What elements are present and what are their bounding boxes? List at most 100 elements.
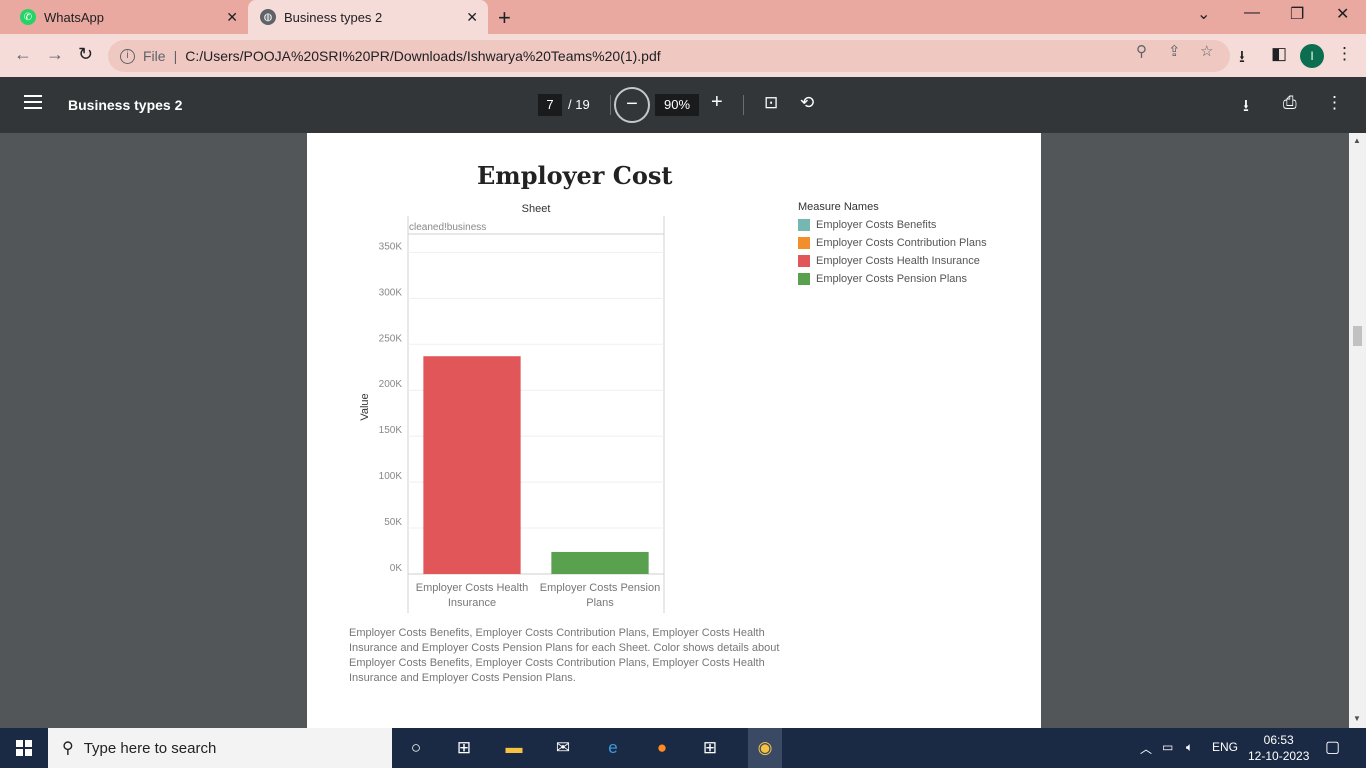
menu-icon[interactable] [24, 95, 42, 113]
search-placeholder: Type here to search [83, 739, 217, 757]
zoom-out-button[interactable]: − [614, 87, 650, 123]
x-tick-label: Plans [586, 597, 614, 609]
profile-avatar[interactable]: I [1300, 44, 1324, 68]
legend-title: Measure Names [798, 201, 879, 213]
task-view-icon[interactable]: ⊞ [456, 738, 472, 757]
minimize-button[interactable]: — [1244, 4, 1260, 21]
legend-swatch [798, 273, 810, 285]
tab-business-types[interactable]: ◍ Business types 2 ✕ [248, 0, 488, 34]
legend-item[interactable]: Employer Costs Pension Plans [798, 270, 987, 288]
legend-label: Employer Costs Pension Plans [816, 273, 968, 285]
downloads-icon[interactable]: ⭳ [1239, 47, 1245, 66]
divider [610, 95, 611, 115]
side-panel-icon[interactable]: ◧ [1271, 44, 1288, 63]
legend-swatch [798, 255, 810, 267]
time: 06:53 [1263, 733, 1294, 747]
pdf-page: Employer Cost Sheet cleaned!business Val… [307, 133, 1041, 728]
x-tick-label: Employer Costs Health [416, 582, 529, 594]
browser-toolbar: ← → ↻ i File | C:/Users/POOJA%20SRI%20PR… [0, 34, 1366, 77]
file-explorer-icon[interactable]: ▬ [505, 738, 523, 757]
scroll-up-icon[interactable]: ▲ [1353, 136, 1361, 145]
close-window-button[interactable]: ✕ [1336, 6, 1350, 23]
y-tick-label: 50K [384, 517, 402, 528]
tab-search-icon[interactable]: ⌄ [1197, 6, 1211, 23]
zoom-in-button[interactable]: + [711, 91, 723, 113]
url-text[interactable]: C:/Users/POOJA%20SRI%20PR/Downloads/Ishw… [185, 48, 661, 64]
search-icon: ⚲ [62, 740, 74, 757]
y-tick-label: 100K [379, 471, 403, 482]
tab-label: WhatsApp [44, 9, 104, 25]
back-button[interactable]: ← [14, 44, 32, 64]
y-tick-label: 250K [379, 333, 403, 344]
firefox-icon[interactable]: ● [656, 738, 668, 757]
bar[interactable] [423, 356, 521, 574]
cortana-icon[interactable]: ○ [410, 738, 422, 757]
y-tick-label: 300K [379, 287, 403, 298]
mail-icon[interactable]: ✉ [555, 738, 571, 757]
legend-label: Employer Costs Contribution Plans [816, 237, 987, 249]
site-info-icon[interactable]: i [120, 48, 135, 64]
download-icon[interactable]: ⭳ [1243, 96, 1249, 115]
restore-button[interactable]: ❐ [1290, 6, 1305, 23]
notifications-icon[interactable]: ▢ [1325, 739, 1341, 756]
scroll-down-icon[interactable]: ▼ [1353, 714, 1361, 723]
divider: | [173, 48, 178, 64]
bar-chart: Sheet cleaned!business Value 0K 50K 100K 15… [359, 203, 665, 613]
zoom-level-input[interactable]: 90% [655, 94, 699, 116]
forward-button[interactable]: → [46, 44, 64, 64]
more-menu-icon[interactable]: ⋮ [1336, 44, 1353, 63]
taskbar-search-box[interactable]: ⚲ Type here to search [48, 728, 392, 768]
reload-button[interactable]: ↻ [78, 44, 94, 64]
more-actions-icon[interactable]: ⋮ [1326, 93, 1343, 112]
y-tick-label: 0K [390, 563, 403, 574]
windows-start-icon[interactable] [16, 740, 32, 756]
legend-swatch [798, 219, 810, 231]
x-tick-label: Employer Costs Pension [540, 582, 660, 594]
print-icon[interactable]: ⎙ [1283, 93, 1297, 112]
share-icon[interactable]: ⇪ [1168, 43, 1181, 60]
zoom-icon[interactable]: ⚲ [1136, 43, 1147, 60]
rotate-icon[interactable]: ⟲ [800, 93, 815, 112]
bookmark-star-icon[interactable]: ☆ [1200, 43, 1214, 60]
close-tab-icon[interactable]: ✕ [226, 8, 238, 25]
vertical-scrollbar[interactable]: ▲ ▼ [1349, 133, 1366, 728]
pane-label: cleaned!business [409, 222, 486, 233]
legend-item[interactable]: Employer Costs Contribution Plans [798, 234, 987, 252]
pdf-toolbar: Business types 2 7 / 19 − 90% + ⊡ ⟲ ⭳ ⎙ … [0, 77, 1366, 133]
bar[interactable] [551, 551, 649, 574]
chrome-icon[interactable]: ◉ [748, 728, 782, 768]
legend-item[interactable]: Employer Costs Benefits [798, 216, 987, 234]
battery-icon[interactable]: ▭ [1162, 740, 1174, 754]
legend-label: Employer Costs Benefits [816, 219, 937, 231]
show-hidden-icons[interactable]: ︿ [1140, 742, 1153, 756]
scrollbar-thumb[interactable] [1353, 326, 1362, 346]
chart-caption: Employer Costs Benefits, Employer Costs … [349, 627, 780, 684]
chart-title: Employer Cost [477, 161, 673, 190]
new-tab-button[interactable]: + [498, 5, 511, 30]
tab-whatsapp[interactable]: ✆ WhatsApp ✕ [8, 0, 248, 34]
volume-icon[interactable]: 🔈︎ [1186, 740, 1194, 754]
address-bar[interactable]: i File | C:/Users/POOJA%20SRI%20PR/Downl… [108, 40, 1230, 72]
tab-label: Business types 2 [284, 9, 383, 25]
y-tick-label: 350K [379, 241, 403, 252]
legend-item[interactable]: Employer Costs Health Insurance [798, 252, 987, 270]
legend-swatch [798, 237, 810, 249]
fit-page-icon[interactable]: ⊡ [764, 93, 779, 112]
page-number-input[interactable]: 7 [538, 94, 562, 116]
pdf-viewport: Employer Cost Sheet cleaned!business Val… [0, 133, 1366, 728]
taskbar: ⚲ Type here to search ○ ⊞ ▬ ✉ e ● ⊞ ◉ ︿ … [0, 728, 1366, 768]
chart-legend: Measure Names Employer Costs Benefits Emp… [798, 201, 987, 288]
language-indicator[interactable]: ENG [1212, 740, 1239, 754]
edge-icon[interactable]: e [608, 738, 618, 757]
whatsapp-icon: ✆ [20, 9, 36, 25]
y-tick-label: 200K [379, 379, 403, 390]
store-icon[interactable]: ⊞ [702, 738, 718, 757]
close-tab-icon[interactable]: ✕ [466, 8, 478, 25]
clock[interactable]: 06:53 12-10-2023 [1248, 732, 1309, 764]
date: 12-10-2023 [1248, 749, 1310, 763]
scheme-label: File [143, 48, 166, 64]
tab-strip: ✆ WhatsApp ✕ ◍ Business types 2 ✕ + ⌄ — … [0, 0, 1366, 34]
x-tick-label: Insurance [448, 597, 496, 609]
column-header: Sheet [522, 203, 551, 215]
y-tick-label: 150K [379, 425, 403, 436]
